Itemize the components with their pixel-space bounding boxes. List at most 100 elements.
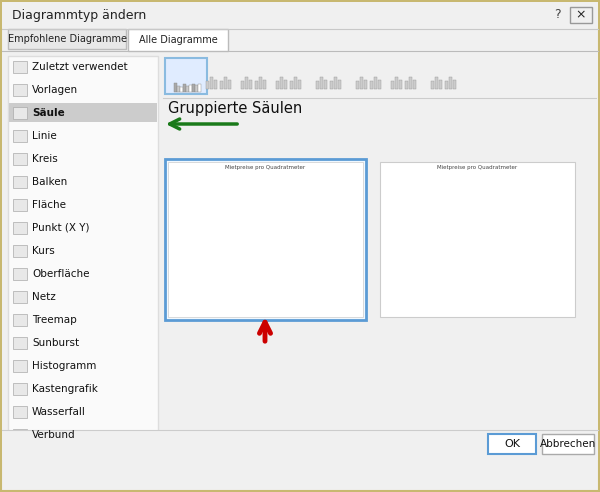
- Bar: [13, 406, 27, 418]
- Bar: [290, 81, 293, 89]
- Bar: [286, 214, 295, 299]
- Bar: [174, 83, 176, 92]
- Bar: [364, 80, 367, 89]
- Bar: [13, 314, 27, 326]
- Bar: [13, 199, 27, 211]
- Text: Diagrammtyp ändern: Diagrammtyp ändern: [12, 8, 146, 22]
- Bar: [431, 81, 434, 89]
- Text: Fläche: Fläche: [32, 200, 66, 210]
- Bar: [206, 81, 209, 89]
- Bar: [13, 337, 27, 349]
- Bar: [8, 56, 158, 456]
- Text: Zuletzt verwendet: Zuletzt verwendet: [32, 62, 128, 72]
- Bar: [177, 86, 179, 92]
- Bar: [8, 29, 126, 49]
- Bar: [165, 58, 207, 94]
- Text: Kastengrafik: Kastengrafik: [32, 384, 98, 394]
- Bar: [472, 215, 482, 299]
- Bar: [298, 80, 301, 89]
- Bar: [356, 81, 359, 89]
- Bar: [195, 85, 197, 92]
- Bar: [318, 195, 327, 299]
- Bar: [380, 162, 575, 317]
- Text: Linie: Linie: [32, 131, 57, 141]
- Bar: [320, 77, 323, 89]
- Bar: [324, 80, 327, 89]
- Legend: Hamburg, Hannover, Bremen: Hamburg, Hannover, Bremen: [226, 335, 313, 342]
- Bar: [180, 87, 182, 92]
- Bar: [13, 383, 27, 395]
- Text: Histogramm: Histogramm: [32, 361, 97, 371]
- Bar: [9, 103, 157, 122]
- Text: Alle Diagramme: Alle Diagramme: [139, 35, 217, 45]
- Text: Kurs: Kurs: [32, 246, 55, 256]
- Bar: [235, 200, 244, 299]
- Title: Mietpreise pro Quadratmeter: Mietpreise pro Quadratmeter: [223, 173, 316, 178]
- Bar: [186, 86, 188, 92]
- Bar: [491, 211, 502, 299]
- Bar: [203, 215, 212, 299]
- Bar: [327, 211, 336, 299]
- Bar: [316, 81, 319, 89]
- Bar: [13, 429, 27, 441]
- Bar: [2, 51, 598, 460]
- Bar: [378, 80, 381, 89]
- Bar: [336, 214, 346, 299]
- Bar: [406, 199, 416, 299]
- Bar: [13, 107, 27, 119]
- Title: Mietpreise pro Quadratmeter: Mietpreise pro Quadratmeter: [436, 173, 527, 178]
- Bar: [255, 81, 258, 89]
- Bar: [538, 214, 547, 299]
- Bar: [370, 81, 373, 89]
- Text: Gruppierte Säulen: Gruppierte Säulen: [168, 101, 302, 117]
- Bar: [399, 80, 402, 89]
- Bar: [334, 77, 337, 89]
- Bar: [527, 217, 538, 299]
- Text: OK: OK: [504, 439, 520, 449]
- Text: Verbund: Verbund: [32, 430, 76, 440]
- Text: Sunburst: Sunburst: [32, 338, 79, 348]
- Bar: [395, 77, 398, 89]
- Bar: [409, 77, 412, 89]
- Bar: [453, 80, 456, 89]
- Bar: [194, 199, 203, 299]
- Bar: [413, 80, 416, 89]
- Bar: [13, 61, 27, 73]
- Text: ?: ?: [554, 8, 560, 22]
- Bar: [259, 77, 262, 89]
- Bar: [162, 56, 592, 456]
- Text: Vorlagen: Vorlagen: [32, 85, 78, 95]
- Bar: [210, 77, 213, 89]
- FancyBboxPatch shape: [542, 434, 594, 454]
- Bar: [13, 84, 27, 96]
- Bar: [241, 81, 244, 89]
- Bar: [374, 77, 377, 89]
- Bar: [280, 77, 283, 89]
- Bar: [294, 77, 297, 89]
- Bar: [189, 85, 191, 92]
- Bar: [277, 199, 286, 299]
- Bar: [276, 81, 279, 89]
- Bar: [2, 430, 598, 460]
- Bar: [482, 214, 491, 299]
- Bar: [13, 130, 27, 142]
- Bar: [165, 159, 366, 320]
- Text: Empfohlene Diagramme: Empfohlene Diagramme: [7, 34, 127, 44]
- Bar: [128, 29, 228, 51]
- Bar: [295, 218, 304, 299]
- Bar: [228, 80, 231, 89]
- Bar: [570, 7, 592, 23]
- Bar: [224, 77, 227, 89]
- Bar: [192, 84, 194, 92]
- Bar: [13, 176, 27, 188]
- Bar: [263, 80, 266, 89]
- Bar: [416, 200, 425, 299]
- FancyBboxPatch shape: [488, 434, 536, 454]
- Text: Kreis: Kreis: [32, 154, 58, 164]
- Bar: [360, 77, 363, 89]
- Bar: [13, 360, 27, 372]
- Bar: [183, 84, 185, 92]
- Bar: [249, 80, 252, 89]
- Text: Oberfläche: Oberfläche: [32, 269, 89, 279]
- Legend: Quartal 1, Quartal 2, Quartal 3, Quartal 4: Quartal 1, Quartal 2, Quartal 3, Quartal…: [424, 339, 539, 347]
